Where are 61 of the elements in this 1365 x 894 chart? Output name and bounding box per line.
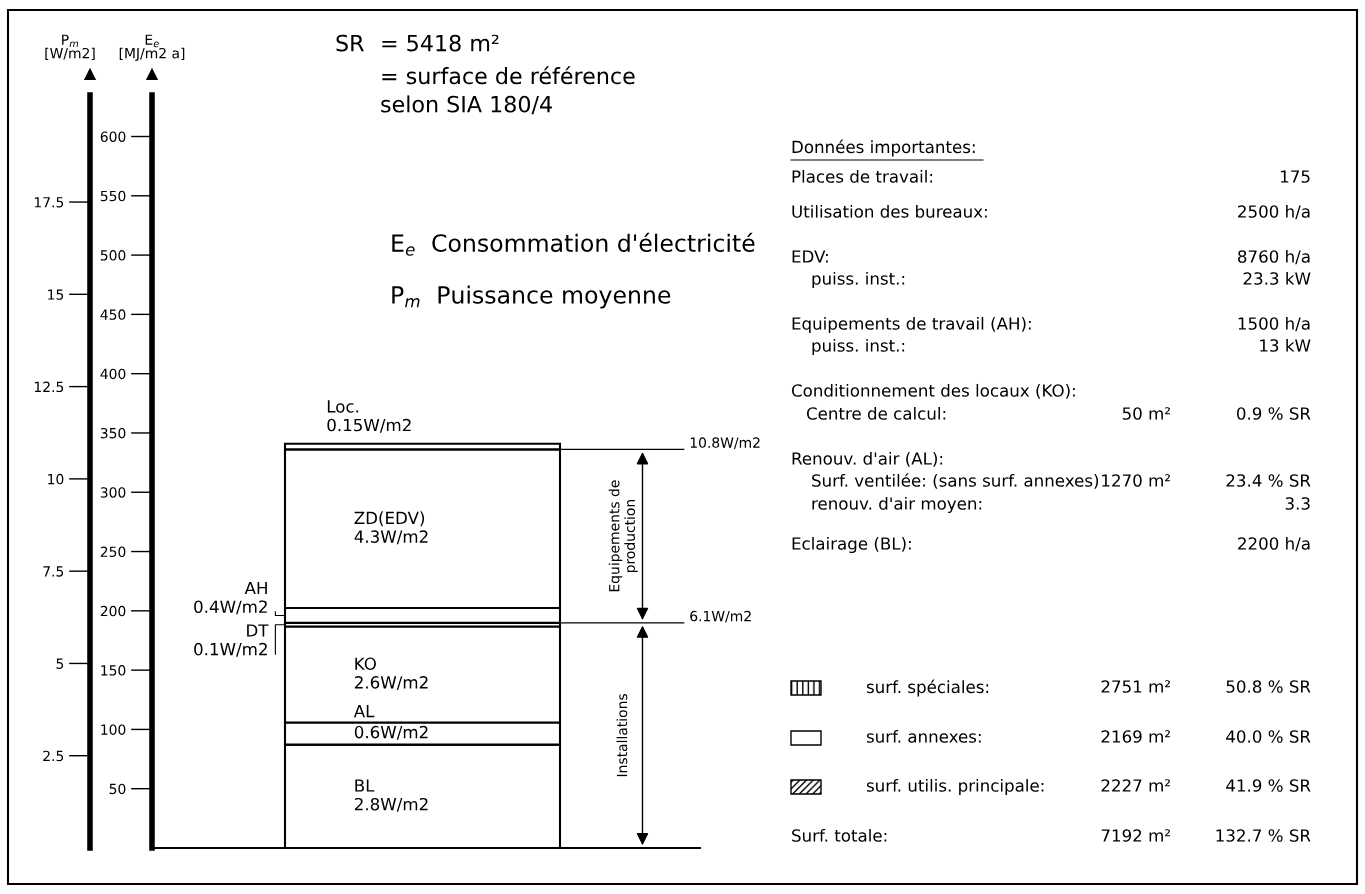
text: renouv. d'air moyen: 3.3 — [812, 496, 1310, 514]
text: Conditionnement des locaux (KO): — [791, 383, 1075, 399]
ref-line-label: 6.1W/m2 — [690, 610, 751, 623]
y-tick-label: 5 — [56, 658, 64, 669]
text: Places de travail: 175 — [792, 169, 1310, 183]
y-tick-label: 2.5 — [43, 750, 64, 762]
annotation: E$_{e}$ Consommation d'électricité — [392, 232, 755, 256]
y-tick-label: 12.5 — [34, 381, 64, 393]
y2-tick-label: 400 — [100, 368, 126, 380]
y2-axis-title: E$_{e}$ [MJ/m2 a] — [119, 34, 185, 62]
y2-tick-label: 250 — [100, 546, 126, 558]
text: surf. annexes: 2169 m² 40.0 % SR — [866, 729, 1311, 743]
text: Données importantes: — [792, 139, 975, 157]
text: puiss. inst.: 13 kW — [812, 338, 1311, 356]
data-label: 0.6W/m2 — [354, 725, 428, 740]
y2-tick-label: 300 — [100, 487, 126, 498]
text: Utilisation des bureaux: 2500 h/a — [792, 204, 1310, 220]
text: Equipements de travail (AH): 1500 h/a — [792, 316, 1310, 334]
text: Renouv. d'air (AL): — [792, 451, 943, 467]
series-label: KO — [355, 657, 376, 671]
data-label: 0.4W/m2 — [194, 600, 267, 615]
series-label: AL — [353, 705, 375, 718]
text: = 5418 m² — [382, 34, 499, 52]
text: Equipements de production — [608, 480, 638, 592]
y2-tick-label: 150 — [101, 665, 126, 676]
y2-tick-label: 450 — [100, 309, 126, 320]
y-tick-label: 10 — [48, 473, 64, 485]
y-axis-title: P$_{m}$ [W/m2] — [45, 34, 95, 61]
data-label: 4.3W/m2 — [354, 530, 428, 545]
text: Surf. totale: 7192 m² 132.7 % SR — [792, 828, 1311, 842]
y-tick-label: 7.5 — [43, 566, 64, 577]
text: Installations — [616, 694, 628, 777]
y2-tick-label: 500 — [100, 250, 126, 261]
y2-tick-label: 600 — [100, 131, 126, 142]
data-label: 0.1W/m2 — [194, 642, 267, 657]
series-label: BL — [355, 779, 375, 792]
series-label: AH — [244, 581, 267, 595]
text: EDV: 8760 h/a — [792, 249, 1310, 265]
y2-tick-label: 350 — [100, 427, 126, 439]
data-label: 0.15W/m2 — [327, 418, 411, 433]
annotation: = surface de référence selon SIA 180/4 — [381, 66, 635, 115]
ref-line-label: 10.8W/m2 — [690, 437, 760, 449]
y-tick-label: 17.5 — [34, 197, 64, 208]
y2-tick-label: 50 — [109, 783, 126, 795]
text: SR — [336, 34, 364, 52]
y-tick-label: 15 — [48, 289, 64, 300]
annotation: P$_{m}$ Puissance moyenne — [392, 285, 671, 309]
series-label: ZD(EDV) — [354, 511, 425, 527]
text: surf. spéciales: 2751 m² 50.8 % SR — [866, 679, 1311, 697]
series-label: DT — [247, 624, 269, 637]
text: puiss. inst.: 23.3 kW — [812, 271, 1311, 289]
data-label: 2.8W/m2 — [354, 797, 428, 812]
series-label: Loc. — [327, 400, 359, 413]
text: Centre de calcul: 50 m² 0.9 % SR — [806, 406, 1311, 420]
y2-tick-label: 200 — [100, 605, 126, 617]
y2-tick-label: 100 — [101, 724, 126, 735]
data-label: 2.6W/m2 — [354, 676, 428, 690]
y2-tick-label: 550 — [100, 190, 126, 202]
text: Surf. ventilée: (sans surf. annexes) 1270 m² 23.4 % SR — [812, 473, 1311, 489]
text: surf. utilis. principale: 2227 m² 41.9 % SR — [866, 778, 1311, 796]
text: Eclairage (BL): 2200 h/a — [792, 536, 1310, 554]
